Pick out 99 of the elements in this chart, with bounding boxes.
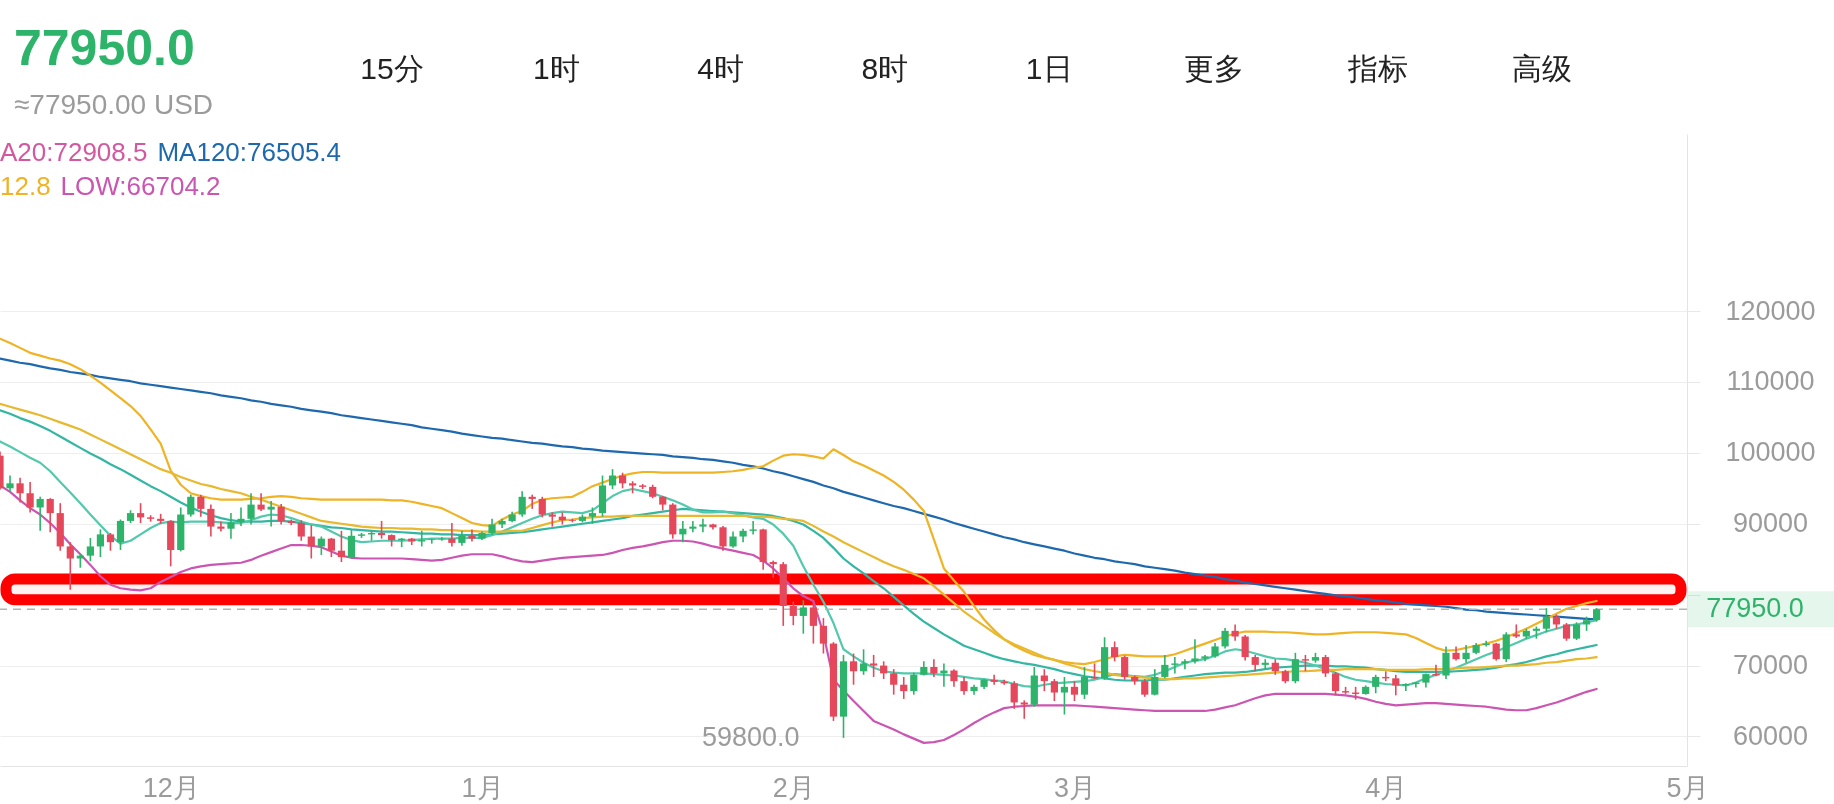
chart-title: 77950.0 bbox=[14, 20, 195, 76]
text: MA120:76505.4 bbox=[157, 137, 342, 167]
text: 高级 bbox=[1512, 52, 1573, 85]
candlestick bbox=[448, 522, 456, 548]
candlestick bbox=[1070, 680, 1079, 702]
text: 12.8 bbox=[0, 171, 51, 201]
candlestick bbox=[16, 476, 24, 504]
candlestick bbox=[809, 600, 817, 645]
candlestick bbox=[468, 528, 476, 543]
text: 15分 bbox=[360, 52, 424, 85]
y-tick-label: 120000 bbox=[1725, 295, 1816, 326]
candlestick bbox=[1060, 676, 1069, 716]
candlestick bbox=[1171, 656, 1179, 675]
candlestick bbox=[347, 529, 356, 560]
candlestick bbox=[900, 676, 908, 700]
candlestick bbox=[1191, 638, 1199, 665]
candlestick bbox=[337, 530, 346, 563]
candlestick bbox=[538, 496, 546, 519]
candlestick bbox=[227, 512, 235, 540]
candlestick bbox=[197, 493, 205, 518]
candlestick bbox=[257, 492, 265, 512]
candlestick bbox=[267, 500, 275, 528]
candlestick bbox=[217, 520, 225, 533]
candlestick bbox=[1241, 634, 1249, 662]
candlestick bbox=[1512, 623, 1520, 639]
candlestick bbox=[327, 537, 335, 558]
candlestick bbox=[859, 648, 868, 676]
text: 8时 bbox=[861, 52, 909, 85]
candlestick bbox=[1442, 645, 1450, 680]
ref-line-label: 77950.0 bbox=[1706, 593, 1804, 624]
candlestick bbox=[518, 490, 526, 518]
candlestick bbox=[116, 518, 125, 551]
candlestick bbox=[277, 503, 285, 526]
candlestick bbox=[749, 520, 757, 536]
candlestick bbox=[1111, 640, 1119, 663]
candlestick bbox=[1161, 654, 1169, 680]
candlestick bbox=[1181, 658, 1189, 670]
candlestick bbox=[96, 528, 105, 558]
chart-subtitle: ≈77950.00 USD bbox=[14, 89, 214, 120]
candlestick bbox=[66, 541, 74, 591]
candlestick bbox=[237, 506, 245, 527]
candlestick bbox=[1121, 654, 1129, 681]
candlestick bbox=[689, 520, 697, 534]
candlestick bbox=[1331, 671, 1340, 697]
candlestick bbox=[26, 481, 34, 514]
candlestick bbox=[428, 537, 436, 545]
candlestick bbox=[46, 497, 54, 534]
text: 1时 bbox=[532, 52, 580, 85]
text: LOW:66704.2 bbox=[60, 171, 221, 201]
legend-label: A20:72908.5 bbox=[0, 137, 148, 167]
candlestick bbox=[1151, 668, 1159, 697]
x-tick-label: 12月 bbox=[142, 772, 200, 803]
candlestick bbox=[548, 511, 556, 528]
candlestick bbox=[1372, 674, 1380, 695]
candlestick bbox=[1432, 664, 1440, 678]
candlestick bbox=[910, 671, 918, 696]
candlestick bbox=[86, 537, 94, 563]
candlestick bbox=[1020, 699, 1028, 720]
candlestick bbox=[1542, 607, 1551, 634]
text: 更多 bbox=[1183, 52, 1244, 85]
candlestick bbox=[849, 652, 858, 686]
candlestick bbox=[1261, 658, 1269, 670]
candlestick bbox=[699, 517, 707, 534]
candlestick bbox=[789, 600, 797, 626]
candlestick bbox=[1010, 680, 1018, 710]
candlestick bbox=[1321, 654, 1330, 678]
y-tick-label: 100000 bbox=[1725, 437, 1816, 468]
x-tick-label: 4月 bbox=[1365, 772, 1408, 803]
candlestick bbox=[1392, 674, 1400, 697]
candlestick bbox=[819, 617, 828, 655]
text: 指标 bbox=[1346, 52, 1408, 85]
x-tick-label: 5月 bbox=[1666, 772, 1709, 803]
text: 1日 bbox=[1025, 52, 1073, 85]
candlestick bbox=[1291, 652, 1299, 685]
y-tick-label: 60000 bbox=[1732, 721, 1809, 751]
candlestick bbox=[247, 492, 255, 526]
y-tick-label: 110000 bbox=[1726, 366, 1815, 397]
candlestick bbox=[769, 559, 777, 579]
candlestick bbox=[719, 525, 727, 552]
candlestick bbox=[1080, 666, 1089, 700]
candlestick bbox=[890, 668, 898, 696]
candlestick bbox=[528, 493, 536, 510]
candlestick bbox=[136, 502, 145, 524]
y-tick-label: 70000 bbox=[1732, 650, 1809, 681]
y-tick-label: 90000 bbox=[1732, 508, 1809, 539]
x-tick-label: 3月 bbox=[1053, 772, 1096, 803]
candlestick bbox=[990, 674, 998, 686]
x-tick-label: 1月 bbox=[461, 772, 504, 803]
candlestick bbox=[207, 503, 215, 538]
candlestick bbox=[799, 599, 807, 635]
candlestick bbox=[36, 496, 44, 532]
candlestick bbox=[1221, 627, 1229, 650]
candlestick bbox=[187, 493, 195, 518]
candlestick bbox=[297, 519, 305, 542]
candlestick bbox=[870, 654, 878, 678]
annotation: 59800.0 bbox=[701, 721, 800, 752]
candlestick bbox=[1050, 678, 1058, 702]
text: 4时 bbox=[697, 52, 744, 85]
x-tick-label: 2月 bbox=[772, 772, 815, 803]
